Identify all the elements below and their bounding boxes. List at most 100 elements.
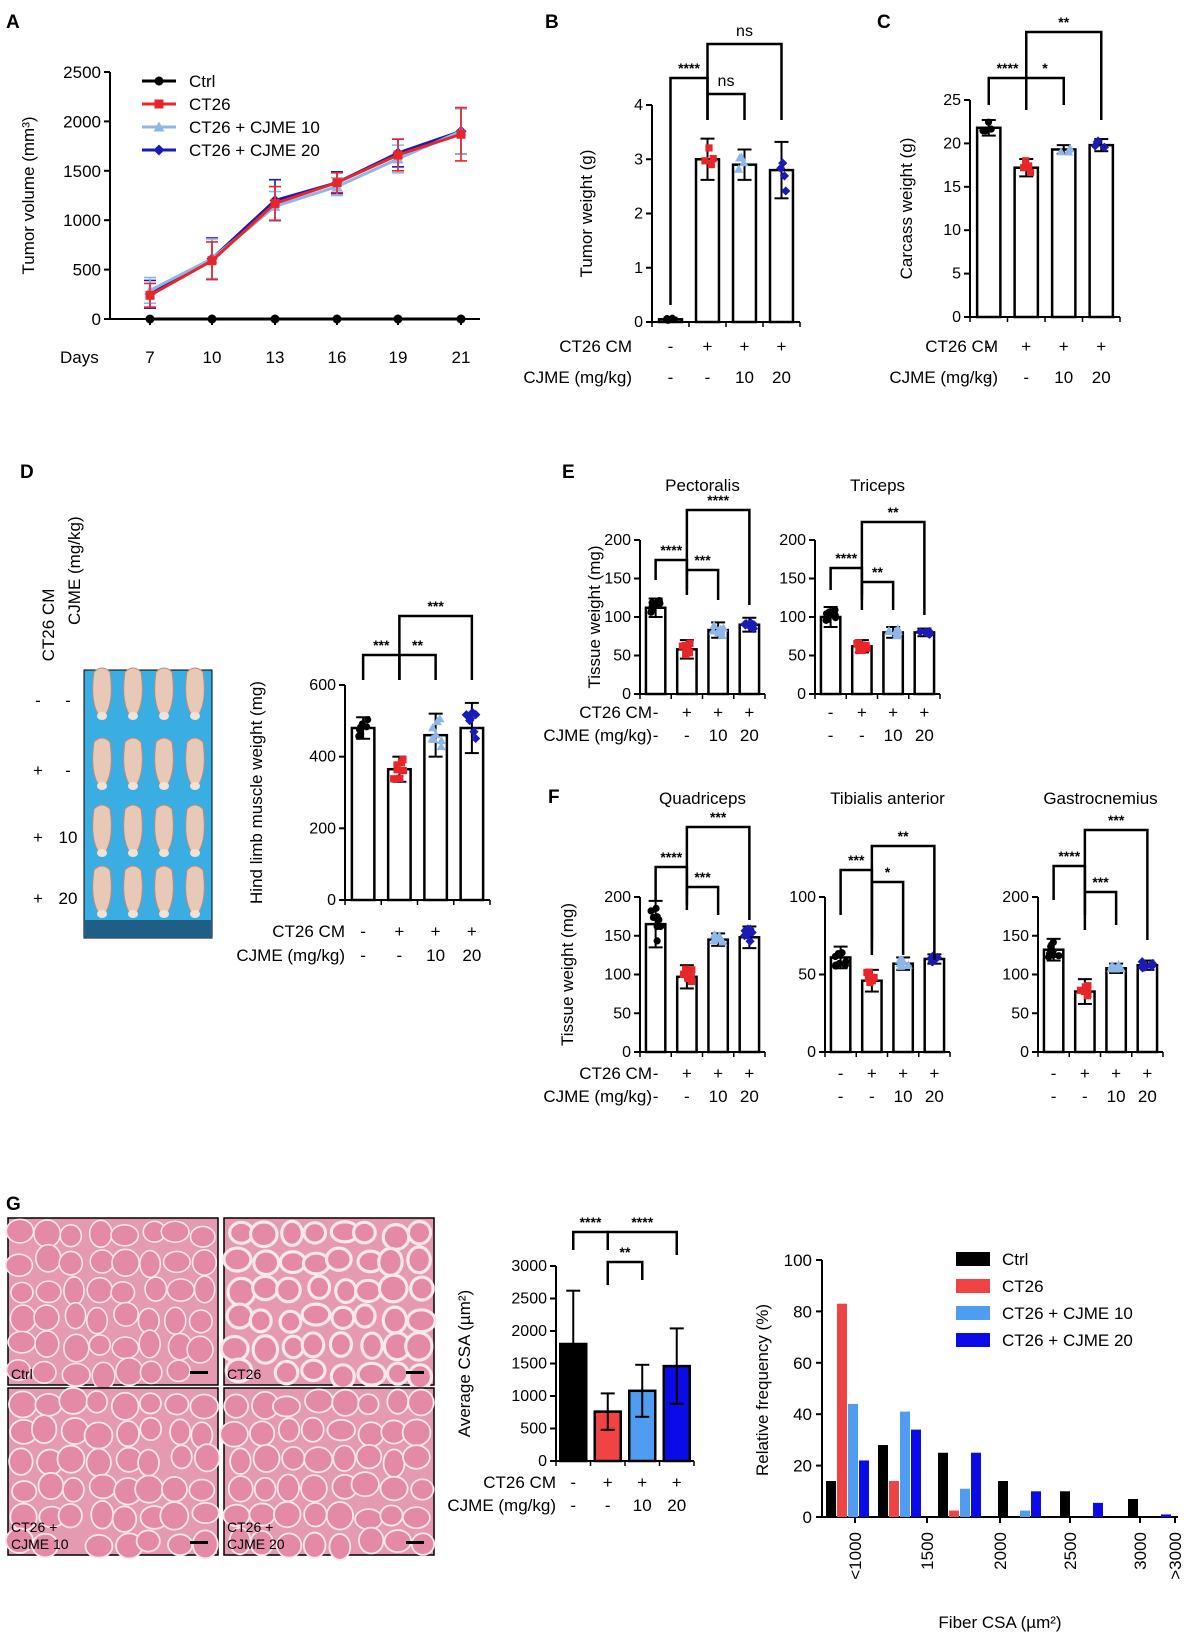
significance-bracket xyxy=(654,865,689,900)
bar xyxy=(694,158,721,324)
x-tick-label: 7 xyxy=(145,348,154,367)
muscle-fiber xyxy=(334,1278,358,1305)
muscle-fiber xyxy=(139,1360,163,1385)
muscle-fiber xyxy=(162,1250,191,1274)
y-tick-label: 40 xyxy=(793,1405,812,1424)
legend-label: CT26 + CJME 10 xyxy=(1002,1304,1133,1323)
muscle-fiber xyxy=(276,1473,300,1503)
row-value-cjme: - xyxy=(1023,368,1029,387)
muscle-fiber xyxy=(360,1331,384,1360)
y-tick-label: 0 xyxy=(807,1044,816,1061)
row-value-cjme: - xyxy=(653,726,659,745)
y-tick-label: 1000 xyxy=(63,211,101,230)
row-value-ct26cm: + xyxy=(929,1064,939,1083)
muscle-fiber xyxy=(356,1361,387,1387)
row-value-cjme: 20 xyxy=(915,726,934,745)
y-tick-label: 500 xyxy=(520,1421,547,1438)
y-tick-label: 100 xyxy=(604,609,631,626)
data-point xyxy=(858,646,866,654)
y-tick-label: 5 xyxy=(952,266,961,283)
y-tick-label: 3 xyxy=(634,151,643,168)
y-tick-label: 20 xyxy=(793,1457,812,1476)
muscle-fiber xyxy=(350,1471,380,1498)
chart-title: Pectoralis xyxy=(665,476,740,495)
row-value-cjme: 20 xyxy=(462,946,481,965)
y-tick-label: 200 xyxy=(604,532,631,549)
y-tick-label: 2000 xyxy=(63,112,101,131)
legend-label: Ctrl xyxy=(189,72,215,91)
bar xyxy=(738,936,761,1054)
data-point xyxy=(649,913,657,922)
muscle-fiber xyxy=(139,1249,162,1279)
row-value-cjme: 10 xyxy=(735,368,754,387)
bar xyxy=(1013,166,1040,319)
scale-bar xyxy=(406,1541,424,1544)
muscle-fiber xyxy=(252,1249,281,1277)
legend-label: CT26 + CJME 20 xyxy=(189,141,320,160)
row-value-ct26cm: + xyxy=(744,1064,754,1083)
data-point xyxy=(1026,168,1035,177)
histogram-bar xyxy=(1161,1514,1171,1517)
muscle-fiber xyxy=(219,1334,250,1363)
data-point xyxy=(687,973,695,981)
data-point xyxy=(718,937,728,946)
row-value-ct26cm: - xyxy=(360,922,366,941)
data-point xyxy=(984,118,993,126)
data-point xyxy=(781,186,791,196)
data-point xyxy=(145,314,155,324)
significance-bracket xyxy=(1083,890,1118,925)
data-point xyxy=(663,316,671,324)
data-point xyxy=(842,958,850,966)
row-value-ct26cm: - xyxy=(986,337,992,356)
data-point xyxy=(436,735,447,745)
muscle-fiber xyxy=(278,1309,303,1334)
row-value-cjme: 10 xyxy=(1054,368,1073,387)
significance-label: * xyxy=(1042,60,1048,76)
row-value-cjme: - xyxy=(869,1087,875,1106)
panel-label-c: C xyxy=(877,12,891,33)
x-tick-label: >3000 xyxy=(1166,1532,1185,1580)
data-point xyxy=(1147,959,1157,970)
muscle-fiber xyxy=(110,1280,136,1305)
y-tick-label: 500 xyxy=(73,261,101,280)
bar xyxy=(731,163,758,324)
significance-bracket xyxy=(685,825,751,920)
y-tick-label: 100 xyxy=(779,609,806,626)
y-tick-label: 0 xyxy=(622,1044,631,1061)
bar xyxy=(1050,148,1077,319)
data-point xyxy=(835,959,843,968)
muscle-fiber xyxy=(163,1306,187,1335)
x-tick-label: 13 xyxy=(266,348,285,367)
histogram-bar xyxy=(938,1452,948,1517)
y-tick-label: 200 xyxy=(779,532,806,549)
data-point xyxy=(364,716,372,724)
data-point xyxy=(688,966,696,974)
histology-label: CJME 10 xyxy=(11,1536,69,1552)
muscle-tendon xyxy=(128,712,138,720)
row-value-ct26cm: - xyxy=(653,703,659,722)
muscle-fiber xyxy=(63,1333,90,1363)
data-point xyxy=(652,904,660,912)
muscle-fiber xyxy=(4,1253,34,1277)
y-tick-label: 60 xyxy=(793,1354,812,1373)
muscle-tendon xyxy=(159,849,169,857)
row-value-ct26cm: + xyxy=(637,1473,647,1492)
muscle-fiber xyxy=(167,1533,194,1557)
row-value-ct26cm: - xyxy=(570,1473,576,1492)
x-tick-label: 3000 xyxy=(1131,1532,1150,1570)
data-point xyxy=(824,611,833,619)
muscle-fiber xyxy=(302,1221,328,1245)
row-value-ct26cm: + xyxy=(467,922,477,941)
muscle-fiber xyxy=(31,1360,57,1384)
row-value-ct26cm: + xyxy=(713,703,723,722)
data-point xyxy=(1045,950,1054,958)
muscle-fiber xyxy=(139,1416,163,1442)
row-value-cjme: 10 xyxy=(1107,1087,1126,1106)
muscle-fiber xyxy=(381,1305,408,1335)
muscle-fiber xyxy=(10,1281,34,1304)
y-tick-label: 200 xyxy=(604,889,631,906)
data-point xyxy=(1084,983,1092,991)
muscle-fiber xyxy=(253,1476,277,1502)
